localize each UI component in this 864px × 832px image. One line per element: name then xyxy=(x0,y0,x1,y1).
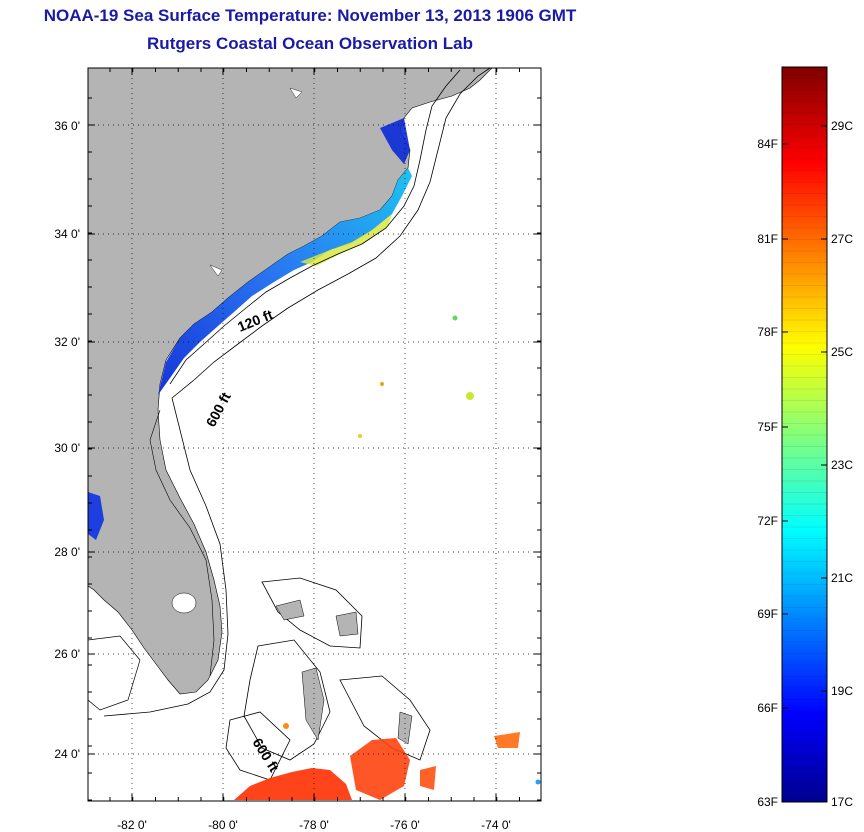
lon-label: -82 0' xyxy=(117,818,147,832)
lat-label: 24 0' xyxy=(54,747,80,761)
longitude-labels: -82 0' -80 0' -78 0' -76 0' -74 0' xyxy=(117,818,511,832)
colorbar-label-f: 72F xyxy=(757,514,778,528)
warm-sst-patch xyxy=(494,732,520,748)
lat-label: 26 0' xyxy=(54,647,80,661)
colorbar-label-f: 81F xyxy=(757,232,778,246)
colorbar-label-f: 84F xyxy=(757,137,778,151)
bahamas-bank-great xyxy=(243,639,331,761)
grand-bahama-island xyxy=(275,599,305,621)
sst-speck xyxy=(466,392,474,400)
contour-600ft xyxy=(171,68,491,399)
lat-label: 34 0' xyxy=(54,227,80,241)
colorbar-label-c: 25C xyxy=(831,345,853,359)
map-grid xyxy=(88,68,541,801)
contour-florida-shelf xyxy=(103,397,229,717)
lon-label: -76 0' xyxy=(390,818,420,832)
sst-speck xyxy=(452,315,458,321)
sst-speck xyxy=(358,434,362,438)
lon-label: -78 0' xyxy=(299,818,329,832)
inland-lake xyxy=(209,264,223,277)
sst-speck xyxy=(535,779,541,785)
bahamas-bank-east xyxy=(339,675,431,761)
gulf-sst-patch xyxy=(88,492,104,540)
inland-lake xyxy=(289,87,303,99)
colorbar-label-c: 29C xyxy=(831,119,853,133)
colorbar-gradient xyxy=(781,66,828,803)
lake-okeechobee xyxy=(171,592,197,614)
map-title: NOAA-19 Sea Surface Temperature: Novembe… xyxy=(43,6,577,25)
colorbar-label-c: 17C xyxy=(831,795,853,809)
colorbar-label-f: 66F xyxy=(757,701,778,715)
warm-shelf-edge xyxy=(300,214,392,266)
map-subtitle: Rutgers Coastal Ocean Observation Lab xyxy=(147,34,473,53)
colorbar-label-c: 21C xyxy=(831,571,853,585)
abaco-island xyxy=(335,611,359,637)
contour-120ft xyxy=(169,69,461,385)
colorbar-label-f: 75F xyxy=(757,420,778,434)
coastal-sst-band xyxy=(158,168,412,395)
sst-speck xyxy=(283,723,289,729)
lon-label: -80 0' xyxy=(208,818,238,832)
gulf-shelf xyxy=(88,635,141,711)
lat-label: 30 0' xyxy=(54,441,80,455)
warm-sst-south xyxy=(234,768,352,800)
lat-label: 36 0' xyxy=(54,119,80,133)
lon-label: -74 0' xyxy=(481,818,511,832)
colorbar-label-c: 23C xyxy=(831,458,853,472)
warm-sst-patch xyxy=(420,766,436,790)
colorbar-label-c: 19C xyxy=(831,684,853,698)
map-ticks xyxy=(88,68,541,801)
sound-sst xyxy=(380,118,410,164)
lat-label: 32 0' xyxy=(54,335,80,349)
latitude-labels: 36 0' 34 0' 32 0' 30 0' 28 0' 26 0' 24 0… xyxy=(54,119,80,761)
colorbar-label-f: 78F xyxy=(757,325,778,339)
warm-sst-patch xyxy=(350,738,410,800)
colorbar-label-c: 27C xyxy=(831,232,853,246)
colorbar-label-f: 69F xyxy=(757,607,778,621)
contour-inner xyxy=(149,409,215,677)
sst-speck xyxy=(380,382,384,386)
colorbar-label-f: 63F xyxy=(757,795,778,809)
colorbar: 84F 81F 78F 75F 72F 69F 66F 63F 29C 27C … xyxy=(757,66,853,809)
lat-label: 28 0' xyxy=(54,545,80,559)
